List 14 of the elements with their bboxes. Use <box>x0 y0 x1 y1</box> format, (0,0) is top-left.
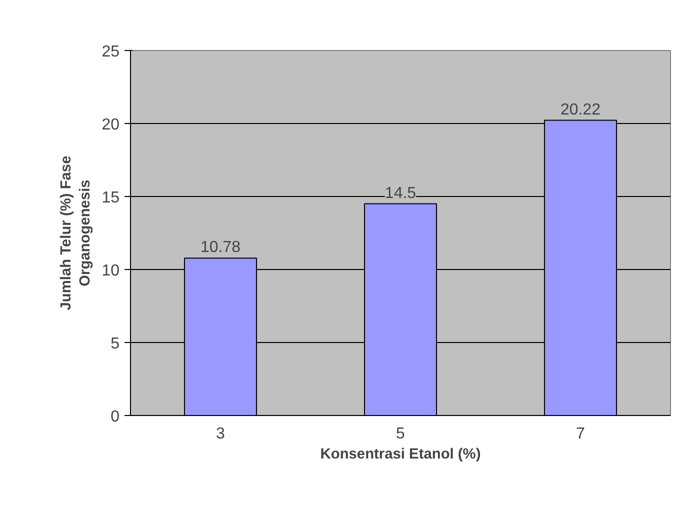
y-tick-label: 15 <box>102 190 120 206</box>
x-axis-title: Konsentrasi Etanol (%) <box>320 446 481 462</box>
y-tick-label: 5 <box>110 336 120 352</box>
y-tick-label: 20 <box>102 116 120 134</box>
data-label: 20.22 <box>560 101 601 118</box>
x-tick-label: 3 <box>216 426 226 442</box>
y-tick-label: 25 <box>102 44 120 60</box>
data-label: 10.78 <box>200 239 241 256</box>
x-tick-label: 7 <box>576 426 586 442</box>
data-label: 14.5 <box>384 184 416 202</box>
x-tick-label: 5 <box>396 426 406 442</box>
y-tick-label: 0 <box>110 408 120 426</box>
y-tick-label: 10 <box>102 262 120 280</box>
y-axis-title: Jumlah Telur (%) Fase Organogenesis <box>58 156 94 310</box>
